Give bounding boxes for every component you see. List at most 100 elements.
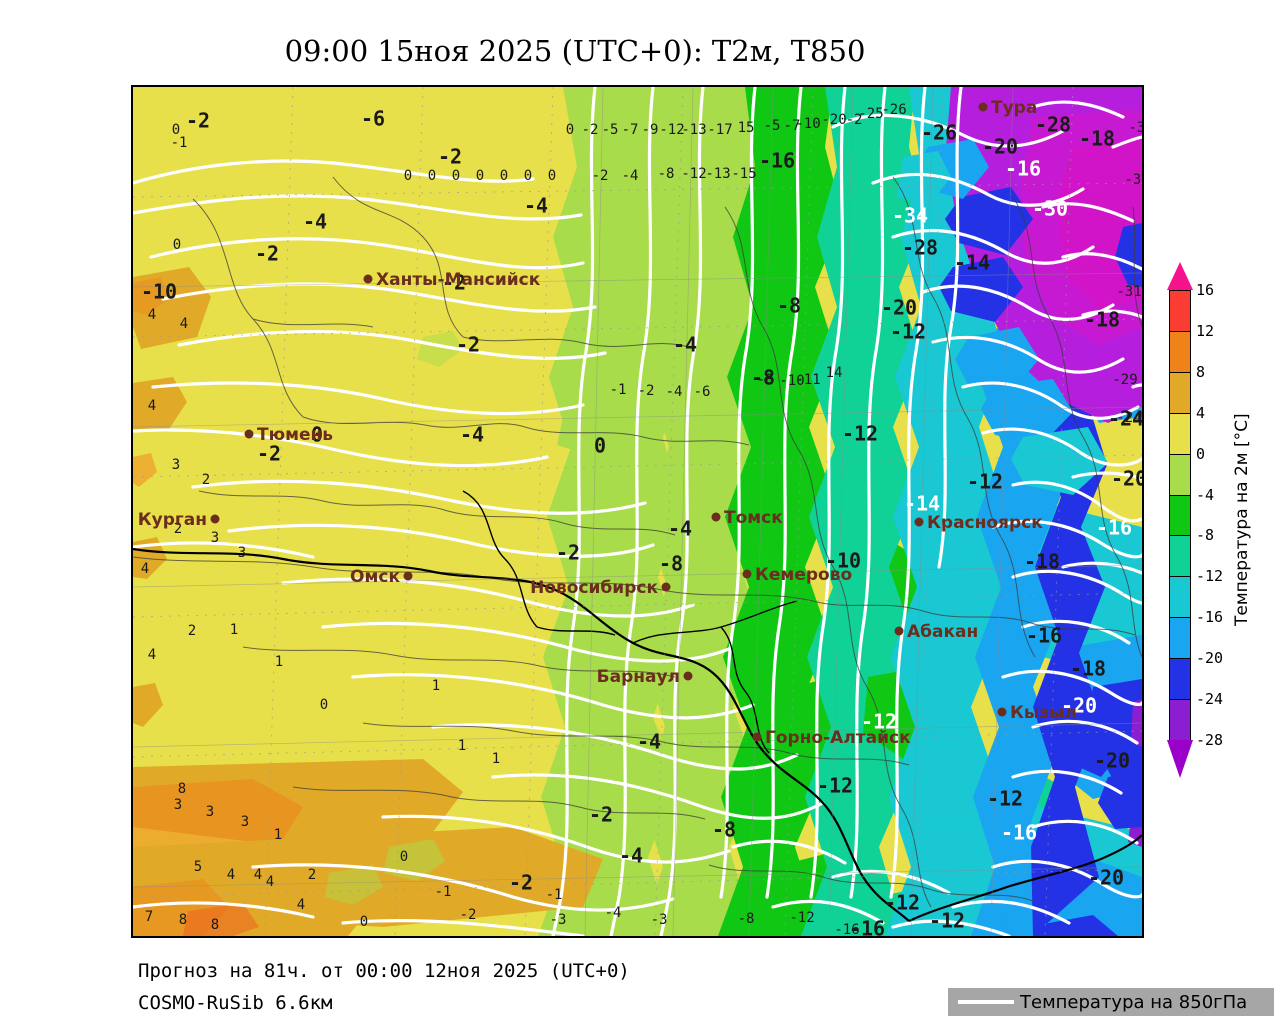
- t2m-value-label: -11: [795, 372, 820, 388]
- t2m-value-label: -2: [582, 122, 599, 138]
- colorbar-tick-label: 0: [1196, 444, 1206, 463]
- t2m-value-label: 8: [178, 781, 186, 797]
- t2m-value-label: -1: [171, 135, 188, 151]
- contour-legend: Температура на 850гПа: [948, 988, 1274, 1016]
- t2m-value-label: -26: [881, 102, 906, 118]
- colorbar-tick-label: 16: [1196, 281, 1215, 299]
- city-marker[interactable]: [363, 274, 373, 284]
- t850-value-label: -4: [460, 423, 484, 447]
- t850-value-label: -12: [861, 710, 897, 734]
- t2m-value-label: -4: [622, 168, 639, 184]
- t2m-value-label: -3: [550, 912, 567, 928]
- t850-value-label: -16: [759, 149, 795, 173]
- t2m-value-label: 2: [174, 521, 182, 537]
- t2m-value-label: -12: [789, 910, 814, 926]
- t850-value-label: -24: [1108, 407, 1142, 431]
- city-marker[interactable]: [244, 429, 254, 439]
- t2m-value-label: 3: [206, 804, 214, 820]
- t850-value-label: -16: [1026, 624, 1062, 648]
- t2m-value-label: 0: [428, 168, 436, 184]
- colorbar-tick-label: 12: [1196, 321, 1215, 340]
- t850-value-label: -12: [987, 787, 1023, 811]
- t850-value-label: -14: [954, 251, 990, 275]
- t2m-value-label: 0: [476, 168, 484, 184]
- t850-value-label: -20: [1061, 694, 1097, 718]
- city-marker[interactable]: [683, 671, 693, 681]
- t2m-value-label: 3: [211, 530, 219, 546]
- t850-value-label: -28: [1035, 113, 1071, 137]
- colorbar-tick-label: -12: [1196, 567, 1224, 586]
- t2m-value-label: 4: [180, 316, 188, 332]
- t2m-value-label: 4: [148, 398, 156, 414]
- t850-value-label: -20: [1111, 467, 1142, 491]
- t850-value-label: -16: [849, 917, 885, 937]
- city-label: Новосибирск: [530, 578, 658, 598]
- city-marker[interactable]: [978, 102, 988, 112]
- legend-line-sample: [958, 1000, 1014, 1004]
- t850-value-label: -2: [556, 541, 580, 565]
- city-marker[interactable]: [894, 626, 904, 636]
- footer-text: Прогноз на 81ч. от 00:00 12ноя 2025 (UTC…: [138, 955, 630, 1019]
- t850-value-label: -4: [673, 333, 697, 357]
- colorbar-tick-label: -4: [1196, 485, 1215, 504]
- t2m-value-label: -13: [705, 166, 730, 182]
- colorbar-over-arrow: [1167, 262, 1193, 290]
- t850-value-label: -2: [186, 109, 210, 133]
- t850-value-label: -8: [659, 552, 683, 576]
- colorbar-tick-label: 4: [1196, 403, 1206, 422]
- t850-value-label: -18: [1079, 127, 1115, 151]
- t2m-value-label: 0: [172, 122, 180, 138]
- t2m-value-label: -10: [795, 116, 820, 132]
- t2m-value-label: -8: [738, 911, 755, 927]
- t2m-value-label: -8: [757, 372, 774, 388]
- t2m-value-label: 4: [254, 867, 262, 883]
- city-label: Омск: [350, 567, 400, 587]
- t850-value-label: -8: [751, 366, 775, 390]
- city-label: Абакан: [907, 622, 978, 642]
- t850-value-label: -2: [257, 442, 281, 466]
- t850-value-label: -2: [456, 333, 480, 357]
- t2m-value-label: 0: [173, 237, 181, 253]
- colorbar-tick-label: -8: [1196, 526, 1215, 545]
- t2m-value-label: -12: [681, 166, 706, 182]
- city-marker[interactable]: [752, 732, 762, 742]
- t2m-value-label: 7: [145, 909, 153, 925]
- colorbar-band: [1170, 372, 1190, 414]
- weather-map[interactable]: 0 -1 0 4 4 4 3 2 2 3 3 4 4 2 1 1 0 1 1 1 0 8 3 3 3 1 5 4 4 4 7 8 8 4 2 0 -1-…: [131, 85, 1144, 938]
- city-marker[interactable]: [997, 707, 1007, 717]
- city-marker[interactable]: [711, 512, 721, 522]
- city-marker[interactable]: [742, 569, 752, 579]
- city-marker[interactable]: [403, 571, 413, 581]
- t850-value-label: -14: [904, 492, 940, 516]
- t2m-value-label: -12: [659, 122, 684, 138]
- t2m-value-label: -3: [651, 912, 668, 928]
- t2m-value-label: 5: [194, 859, 202, 875]
- t2m-value-label: 4: [141, 561, 149, 577]
- t2m-value-label: -31: [1116, 284, 1141, 300]
- t850-value-label: -8: [712, 818, 736, 842]
- t850-value-label: -2: [509, 871, 533, 895]
- t2m-value-label: -7: [784, 118, 801, 134]
- city-marker[interactable]: [210, 514, 220, 524]
- t2m-value-label: -29: [1112, 372, 1137, 388]
- colorbar-body: [1169, 290, 1191, 741]
- t850-value-label: -4: [303, 210, 327, 234]
- t850-value-label: -12: [817, 774, 853, 798]
- colorbar: 16 12 8 4 0 -4 -8 -12 -16 -20 -24 -28: [1160, 262, 1223, 778]
- city-marker[interactable]: [661, 582, 671, 592]
- t2m-value-label: 1: [230, 622, 238, 638]
- t850-value-label: 0: [311, 423, 323, 447]
- t2m-value-label: 4: [227, 867, 235, 883]
- t850-value-label: -10: [141, 280, 177, 304]
- t2m-value-label: 1: [458, 738, 466, 754]
- t850-value-label: -10: [825, 549, 861, 573]
- t2m-value-label: 3: [172, 457, 180, 473]
- t2m-value-label: 1: [274, 827, 282, 843]
- model-name-line: COSMO-RuSib 6.6км: [138, 992, 333, 1014]
- t2m-value-label: 0: [548, 168, 556, 184]
- city-marker[interactable]: [914, 517, 924, 527]
- t850-value-label: -12: [842, 422, 878, 446]
- t850-value-label: -30: [1032, 197, 1068, 221]
- t850-value-label: -18: [1024, 550, 1060, 574]
- city-label: Ханты-Мансийск: [376, 270, 541, 290]
